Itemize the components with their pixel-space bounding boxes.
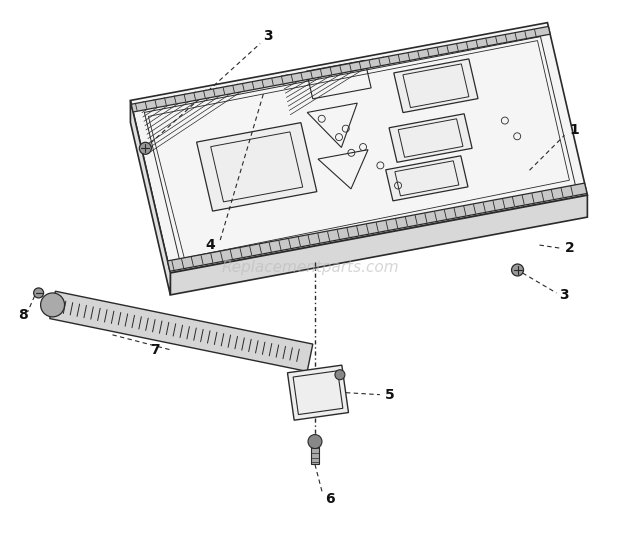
Text: 7: 7 xyxy=(151,343,160,357)
Polygon shape xyxy=(386,156,468,201)
Circle shape xyxy=(308,434,322,449)
Polygon shape xyxy=(130,100,170,295)
Text: 8: 8 xyxy=(18,308,27,322)
Text: 6: 6 xyxy=(325,492,335,506)
Text: 5: 5 xyxy=(385,387,395,402)
Polygon shape xyxy=(288,365,348,420)
Text: 1: 1 xyxy=(570,123,579,138)
Polygon shape xyxy=(50,291,313,372)
Text: 3: 3 xyxy=(560,288,569,302)
Polygon shape xyxy=(131,27,550,112)
Circle shape xyxy=(33,288,43,298)
Circle shape xyxy=(40,293,64,317)
Circle shape xyxy=(512,264,523,276)
Polygon shape xyxy=(197,123,317,211)
Text: 4: 4 xyxy=(205,238,215,252)
Text: Replacementparts.com: Replacementparts.com xyxy=(221,261,399,276)
Text: 3: 3 xyxy=(264,29,273,43)
Polygon shape xyxy=(130,22,587,273)
Polygon shape xyxy=(389,114,472,162)
Polygon shape xyxy=(170,195,587,295)
Polygon shape xyxy=(311,445,319,464)
Polygon shape xyxy=(167,183,587,271)
Circle shape xyxy=(335,370,345,379)
Circle shape xyxy=(140,142,151,154)
Polygon shape xyxy=(394,59,478,112)
Text: 2: 2 xyxy=(565,241,574,255)
